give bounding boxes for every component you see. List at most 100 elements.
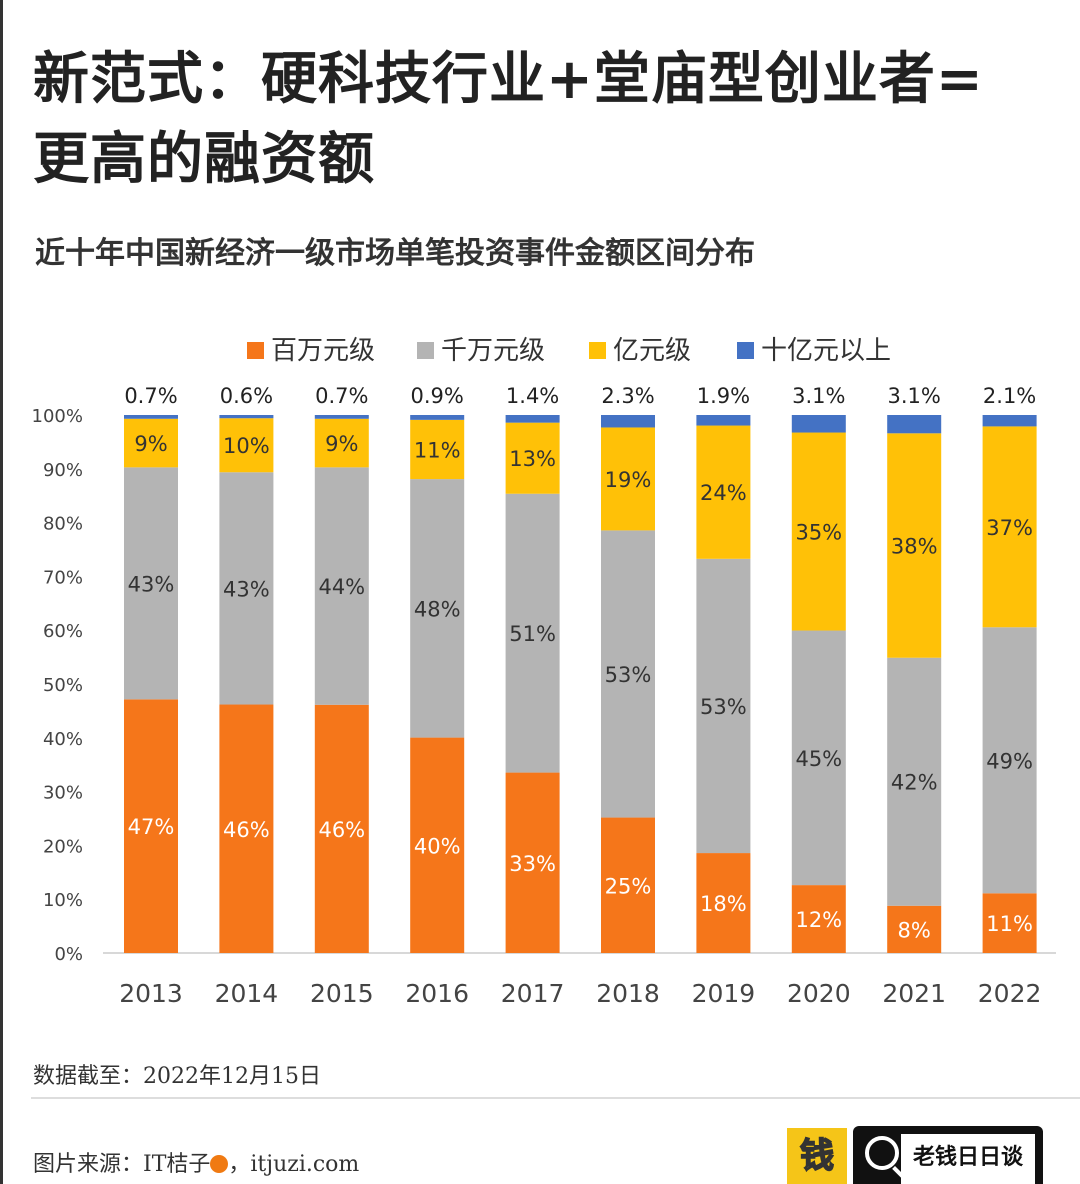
y-tick-label: 20% — [43, 836, 83, 857]
data-label: 43% — [223, 577, 270, 601]
data-label: 53% — [700, 695, 747, 719]
data-label: 35% — [795, 521, 842, 545]
bar-segment — [219, 472, 274, 705]
orange-icon — [210, 1155, 229, 1173]
data-label: 48% — [414, 597, 461, 621]
data-label: 18% — [700, 892, 747, 916]
y-tick-label: 10% — [43, 890, 83, 911]
logo: 钱 — [787, 1128, 847, 1184]
data-label: 10% — [223, 434, 270, 458]
data-label: 19% — [605, 468, 652, 492]
data-label: 42% — [891, 771, 938, 795]
data-label: 46% — [223, 818, 270, 842]
legend-swatch — [417, 342, 434, 359]
bar-segment — [887, 433, 942, 658]
data-label: 45% — [795, 747, 842, 771]
bar-segment — [791, 432, 846, 631]
divider — [31, 1097, 1080, 1099]
bar-segment — [601, 530, 655, 818]
data-label: 9% — [325, 432, 358, 456]
data-label: 0.7% — [315, 384, 368, 408]
y-tick-label: 70% — [43, 567, 83, 588]
legend-label: 十亿元以上 — [761, 336, 891, 366]
data-label: 53% — [605, 663, 652, 687]
data-label: 3.1% — [888, 384, 941, 408]
title-line-1: 新范式：硬科技行业+堂庙型创业者= — [33, 47, 984, 112]
legend-label: 百万元级 — [271, 336, 375, 366]
x-tick-label: 2020 — [787, 979, 851, 1008]
x-tick-label: 2013 — [119, 979, 183, 1008]
data-date-note: 数据截至：2022年12月15日 — [33, 1064, 321, 1089]
bar-segment — [314, 704, 369, 953]
data-label: 2.3% — [601, 384, 654, 408]
data-label: 43% — [128, 572, 175, 596]
bar-segment — [887, 905, 942, 953]
title-line-2: 更高的融资额 — [33, 127, 375, 192]
bar-segment — [314, 415, 369, 419]
data-label: 0.9% — [411, 384, 464, 408]
y-tick-label: 50% — [43, 675, 83, 696]
x-tick-label: 2014 — [215, 979, 279, 1008]
bar-segment — [696, 415, 751, 426]
search-icon — [865, 1136, 899, 1170]
data-label: 38% — [891, 535, 938, 559]
data-label: 24% — [700, 481, 747, 505]
y-tick-label: 30% — [43, 783, 83, 804]
data-label: 0.6% — [220, 384, 273, 408]
data-label: 49% — [986, 749, 1033, 773]
bar-segment — [887, 415, 942, 434]
bar-segment — [314, 418, 369, 468]
bar-segment — [410, 479, 465, 738]
data-label: 37% — [986, 516, 1033, 540]
bar-segment — [410, 737, 465, 953]
bar-segment — [982, 426, 1037, 628]
data-label: 44% — [318, 575, 365, 599]
data-label: 47% — [128, 815, 175, 839]
bar-segment — [124, 418, 178, 468]
bar-segment — [982, 627, 1037, 894]
bar-segment — [505, 415, 560, 423]
bar-segment — [505, 493, 560, 773]
bar-segment — [696, 558, 751, 854]
y-tick-label: 100% — [32, 406, 83, 427]
data-label: 11% — [414, 438, 461, 462]
bar-segment — [791, 630, 846, 886]
bar-segment — [601, 415, 655, 428]
y-tick-label: 0% — [54, 944, 83, 965]
x-tick-label: 2019 — [692, 979, 756, 1008]
legend-label: 亿元级 — [613, 336, 691, 366]
data-label: 1.4% — [506, 384, 559, 408]
x-tick-label: 2016 — [405, 979, 469, 1008]
x-tick-label: 2022 — [978, 979, 1042, 1008]
bar-segment — [505, 772, 560, 953]
bar-segment — [791, 885, 846, 953]
legend-label: 千万元级 — [441, 336, 545, 366]
data-label: 11% — [986, 912, 1033, 936]
x-tick-label: 2018 — [596, 979, 660, 1008]
data-label: 8% — [898, 918, 931, 942]
stacked-bar-chart: 百万元级 千万元级 亿元级 十亿元以上 0% 10% 20% 30% 40% 50% 60% 70% 8… — [32, 336, 1056, 1008]
bar-segment — [601, 817, 655, 953]
search-badge-text: 老钱日日谈 — [901, 1134, 1035, 1184]
bar-segment — [124, 415, 178, 419]
legend-swatch — [247, 342, 264, 359]
x-tick-label: 2021 — [882, 979, 946, 1008]
bar-segment — [601, 427, 655, 531]
data-label: 33% — [509, 852, 556, 876]
bar-segment — [696, 425, 751, 559]
data-label: 3.1% — [792, 384, 845, 408]
legend-swatch — [737, 342, 754, 359]
bar-segment — [219, 418, 274, 473]
data-label: 12% — [795, 908, 842, 932]
y-tick-label: 90% — [43, 460, 83, 481]
data-label: 25% — [605, 874, 652, 898]
bar-segment — [219, 704, 274, 953]
y-tick-label: 40% — [43, 729, 83, 750]
bar-segment — [982, 415, 1037, 427]
source-url: ，itjuzi.com — [228, 1152, 360, 1177]
bar-segment — [124, 699, 178, 953]
bar-segment — [696, 853, 751, 953]
bar-segment — [791, 415, 846, 433]
bar-segment — [124, 467, 178, 700]
bar-segment — [219, 415, 274, 419]
